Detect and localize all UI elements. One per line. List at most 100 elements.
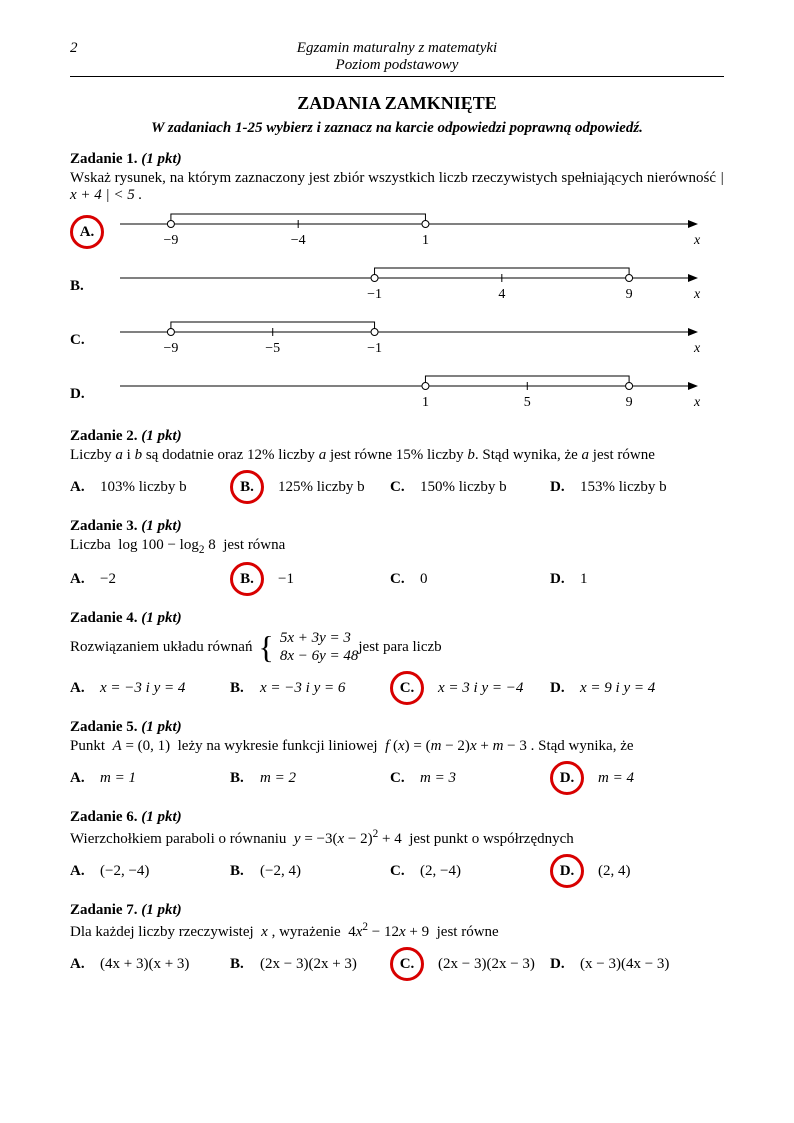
svg-text:−1: −1: [367, 341, 382, 356]
option-label: B.: [230, 770, 252, 787]
option-text: 153% liczby b: [580, 479, 667, 496]
zad7-options: A.(4x + 3)(x + 3)B.(2x − 3)(2x + 3)C.(2x…: [70, 947, 724, 981]
zad1-title: Zadanie 1. (1 pkt): [70, 151, 724, 168]
option-label: B.: [230, 863, 252, 880]
option-text: 125% liczby b: [278, 479, 365, 496]
option-text: (x − 3)(4x − 3): [580, 956, 669, 973]
option: C.(2x − 3)(2x − 3): [390, 947, 550, 981]
zad5-options: A. m = 1 B. m = 2 C.m = 3D. m = 4: [70, 761, 724, 795]
svg-text:1: 1: [422, 233, 429, 248]
option-label: D.: [550, 571, 572, 588]
svg-text:x: x: [693, 233, 701, 248]
numline-row: C. −9−5−1x: [70, 320, 724, 360]
circle-marker-icon: C.: [390, 947, 424, 981]
svg-text:−4: −4: [291, 233, 306, 248]
option: C.150% liczby b: [390, 479, 550, 496]
option-text: m = 1: [100, 770, 136, 787]
option: D. 153% liczby b: [550, 479, 710, 496]
option: B. x = −3 i y = 6: [230, 680, 390, 697]
option-text: (−2, −4): [100, 863, 149, 880]
zad6-options: A.(−2, −4)B. (−2, 4) C. (2, −4) D. (2, 4): [70, 854, 724, 888]
option-label: D.: [550, 956, 572, 973]
zad1-number-lines: A. −9−41xB. −149xC. −9−5−1xD. 159x: [70, 212, 724, 414]
option: B.(2x − 3)(2x + 3): [230, 956, 390, 973]
circle-marker-icon: D.: [550, 854, 584, 888]
option-text: (2, 4): [598, 863, 631, 880]
numline-row: B. −1 4 9 x: [70, 266, 724, 306]
option: B. m = 2: [230, 770, 390, 787]
option-label: C.: [390, 479, 412, 496]
option: D.1: [550, 571, 710, 588]
numline-label: C.: [70, 332, 110, 349]
option-text: m = 2: [260, 770, 296, 787]
option-label: A.: [70, 956, 92, 973]
option: A. −2: [70, 571, 230, 588]
option-label: A.: [70, 571, 92, 588]
option-label: C.: [390, 571, 412, 588]
svg-text:9: 9: [626, 395, 633, 410]
option: D. m = 4: [550, 761, 710, 795]
option: D.x = 9 i y = 4: [550, 680, 710, 697]
option-text: x = 3 i y = −4: [438, 680, 523, 697]
zad6-title: Zadanie 6. (1 pkt): [70, 809, 724, 826]
option-text: −2: [100, 571, 116, 588]
circle-marker-icon: B.: [230, 470, 264, 504]
option: C.m = 3: [390, 770, 550, 787]
option-label: B.: [230, 680, 252, 697]
option-text: m = 3: [420, 770, 456, 787]
option: B. (−2, 4): [230, 863, 390, 880]
option-text: (−2, 4): [260, 863, 301, 880]
option-text: (2, −4): [420, 863, 461, 880]
svg-text:x: x: [693, 395, 701, 410]
option: C.x = 3 i y = −4: [390, 671, 550, 705]
option-label: A.: [70, 479, 92, 496]
option-label: C.: [390, 863, 412, 880]
svg-text:9: 9: [626, 287, 633, 302]
zad3-text: Liczba log 100 − log2 8 jest równa: [70, 537, 724, 556]
option: A. m = 1: [70, 770, 230, 787]
option: B. −1: [230, 562, 390, 596]
option-label: D.: [550, 680, 572, 697]
option: D. (x − 3)(4x − 3): [550, 956, 710, 973]
zad6-text: Wierzchołkiem paraboli o równaniu y = −3…: [70, 828, 724, 848]
zad7-title: Zadanie 7. (1 pkt): [70, 902, 724, 919]
zad5-title: Zadanie 5. (1 pkt): [70, 719, 724, 736]
zad4-title: Zadanie 4. (1 pkt): [70, 610, 724, 627]
svg-text:4: 4: [498, 287, 505, 302]
circle-marker-icon: B.: [230, 562, 264, 596]
option-text: x = −3 i y = 6: [260, 680, 345, 697]
svg-text:x: x: [693, 287, 701, 302]
option-text: −1: [278, 571, 294, 588]
zad5-text: Punkt A = (0, 1) leży na wykresie funkcj…: [70, 738, 724, 755]
option-text: x = −3 i y = 4: [100, 680, 185, 697]
option: A.(−2, −4): [70, 863, 230, 880]
svg-text:1: 1: [422, 395, 429, 410]
option-label: D.: [550, 479, 572, 496]
option: C. 0: [390, 571, 550, 588]
svg-text:−5: −5: [265, 341, 280, 356]
svg-text:−1: −1: [367, 287, 382, 302]
option: D. (2, 4): [550, 854, 710, 888]
option: A.(4x + 3)(x + 3): [70, 956, 230, 973]
numline-label: B.: [70, 278, 110, 295]
option-label: A.: [70, 770, 92, 787]
page-header: 2 Egzamin maturalny z matematyki Poziom …: [70, 40, 724, 77]
zad7-text: Dla każdej liczby rzeczywistej x , wyraż…: [70, 921, 724, 941]
svg-text:5: 5: [524, 395, 531, 410]
page-number: 2: [70, 40, 78, 57]
option-text: 103% liczby b: [100, 479, 187, 496]
zad2-options: A. 103% liczby b B. 125% liczby b C.150% lic…: [70, 470, 724, 504]
zad1-text: Wskaż rysunek, na którym zaznaczony jest…: [70, 170, 724, 204]
option-text: m = 4: [598, 770, 634, 787]
option: B. 125% liczby b: [230, 470, 390, 504]
option-label: B.: [230, 956, 252, 973]
brace-icon: {: [258, 639, 273, 655]
option: C. (2, −4): [390, 863, 550, 880]
numline-label: A.: [70, 215, 110, 249]
header-title-1: Egzamin maturalny z matematyki: [297, 40, 497, 56]
option: A.x = −3 i y = 4: [70, 680, 230, 697]
option-text: 0: [420, 571, 428, 588]
zad4-options: A.x = −3 i y = 4B. x = −3 i y = 6 C.x = 3 …: [70, 671, 724, 705]
svg-text:−9: −9: [163, 233, 178, 248]
circle-marker-icon: D.: [550, 761, 584, 795]
